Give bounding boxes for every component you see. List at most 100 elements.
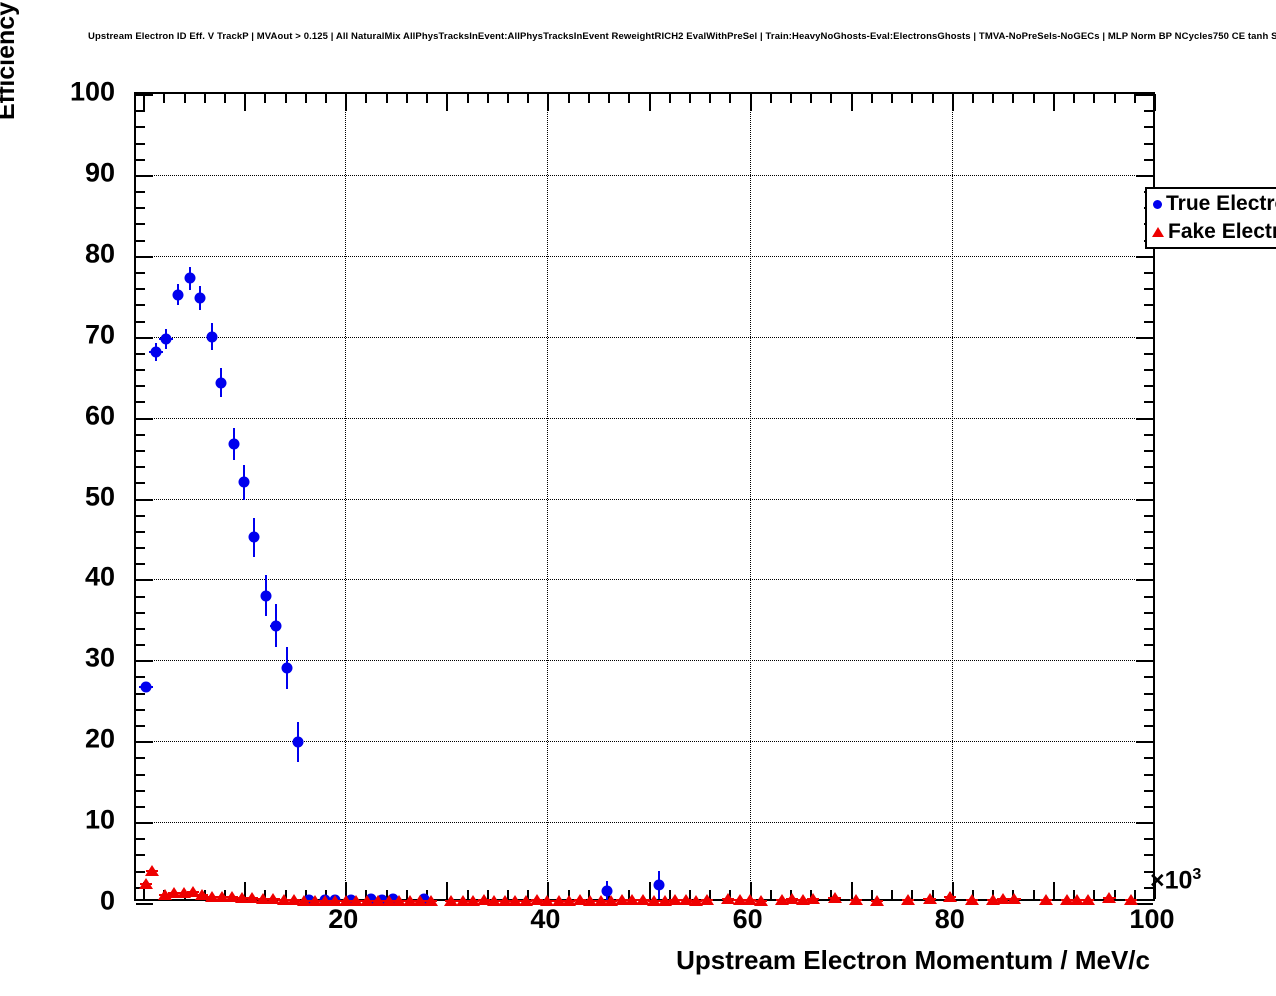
y-axis-tick-right — [1136, 579, 1153, 582]
y-axis-tick-right — [1144, 320, 1153, 323]
y-axis-tick-right — [1144, 385, 1153, 388]
x-axis-tick-top — [547, 94, 550, 111]
plot-legend: True Electron Fake Electron — [1145, 187, 1276, 249]
plot-frame: True Electron Fake Electron — [134, 92, 1276, 907]
plot-title: Upstream Electron ID Eff. V TrackP | MVA… — [88, 31, 1276, 42]
x-axis-tick-label: 60 — [732, 904, 763, 934]
fake-electron-point — [444, 894, 459, 906]
grid-line-horizontal — [136, 660, 1153, 662]
y-axis-tick-right — [1136, 336, 1153, 339]
true-electron-point — [248, 531, 260, 543]
fake-electron-point — [176, 887, 191, 899]
y-axis-tick-right — [1136, 903, 1153, 905]
true-electron-point — [281, 662, 293, 674]
x-axis-tick-top — [1032, 94, 1035, 103]
fake-electron-point — [519, 894, 534, 906]
x-axis-tick-top — [567, 94, 570, 103]
plot-area — [136, 94, 1156, 907]
fake-electron-point — [1070, 893, 1085, 905]
x-axis-tick — [870, 890, 873, 899]
fake-electron-point — [266, 892, 281, 904]
x-axis-tick-top — [628, 94, 631, 103]
y-axis-tick-label: 70 — [84, 319, 115, 350]
x-axis-tick-top — [992, 94, 995, 103]
fake-electron-point — [145, 864, 160, 876]
grid-line-vertical — [547, 94, 549, 899]
true-electron-point — [653, 879, 665, 891]
y-axis-tick — [136, 870, 145, 873]
y-axis-tick-label: 90 — [84, 157, 115, 188]
grid-line-horizontal — [136, 498, 1153, 500]
y-axis-tick-label: 100 — [69, 76, 115, 107]
grid-line-horizontal — [136, 417, 1153, 419]
y-axis-tick-right — [1136, 255, 1153, 258]
fake-electron-point — [465, 894, 480, 906]
x-axis-tick-top — [466, 94, 469, 103]
x-axis-tick-top — [1012, 94, 1015, 103]
x-axis-tick-label: 40 — [530, 904, 561, 934]
y-axis-tick-right — [1136, 174, 1153, 177]
y-axis-tick — [136, 789, 145, 792]
x-axis-tick-top — [183, 94, 186, 103]
y-axis-tick — [136, 741, 153, 744]
y-axis-tick-label: 30 — [84, 642, 115, 673]
x-axis-tick — [850, 882, 853, 899]
y-axis-tick-right — [1144, 773, 1153, 776]
y-axis-tick — [136, 773, 145, 776]
y-axis-tick-label: 0 — [99, 885, 115, 916]
true-electron-point — [292, 736, 304, 748]
y-axis-tick-right — [1136, 660, 1153, 663]
x-axis-tick-top — [1113, 94, 1116, 103]
y-axis-tick — [136, 110, 145, 113]
grid-line-horizontal — [136, 336, 1153, 338]
x-axis-tick — [891, 890, 894, 899]
y-axis-tick-right — [1144, 288, 1153, 291]
y-axis-tick-right — [1144, 433, 1153, 436]
legend-entry-label: Fake Electron — [1168, 220, 1276, 243]
grid-line-vertical — [951, 94, 953, 899]
y-axis-tick — [136, 288, 145, 291]
fake-electron-point — [530, 893, 545, 905]
x-axis-tick-top — [648, 94, 651, 111]
y-axis-tick-right — [1144, 725, 1153, 728]
y-axis-tick — [136, 223, 145, 226]
y-axis-tick-label: 60 — [84, 400, 115, 431]
fake-electron-point — [742, 893, 757, 905]
fake-electron-point — [785, 892, 800, 904]
x-axis-tick-top — [972, 94, 974, 103]
fake-electron-point — [1038, 893, 1053, 905]
y-axis-tick-right — [1144, 870, 1153, 873]
fake-electron-point — [806, 892, 821, 904]
fake-electron-point — [204, 890, 219, 902]
x-axis-tick-label: 100 — [1129, 904, 1175, 934]
y-axis-tick-right — [1136, 94, 1153, 96]
true-electron-point — [160, 333, 172, 345]
fake-electron-point — [391, 894, 406, 906]
fake-electron-point — [848, 893, 863, 905]
legend-triangle-icon — [1152, 227, 1164, 237]
y-axis-tick-right — [1144, 886, 1153, 889]
x-axis-tick-top — [385, 94, 388, 103]
x-axis-title: Upstream Electron Momentum / MeV/c — [676, 945, 1150, 975]
y-axis-tick — [136, 385, 145, 388]
y-axis-tick-right — [1144, 627, 1153, 630]
true-electron-point — [194, 292, 206, 304]
x-axis-tick — [446, 882, 449, 899]
y-axis-tick — [136, 271, 145, 274]
y-axis-tick-right — [1144, 352, 1153, 355]
true-electron-point — [228, 438, 240, 450]
true-electron-point — [150, 346, 162, 358]
x-axis-tick — [749, 882, 752, 899]
fake-electron-point — [318, 894, 333, 906]
x-axis-tick — [527, 890, 530, 899]
y-axis-tick — [136, 126, 145, 129]
x-axis-tick-top — [527, 94, 530, 103]
y-axis-tick — [136, 304, 145, 307]
y-axis-tick — [136, 158, 145, 161]
x-axis-tick-top — [244, 94, 247, 111]
y-axis-tick — [136, 514, 145, 517]
x-axis-tick — [587, 890, 590, 899]
fake-electron-point — [721, 892, 736, 904]
grid-line-horizontal — [136, 174, 1153, 176]
y-axis-tick — [136, 255, 153, 258]
